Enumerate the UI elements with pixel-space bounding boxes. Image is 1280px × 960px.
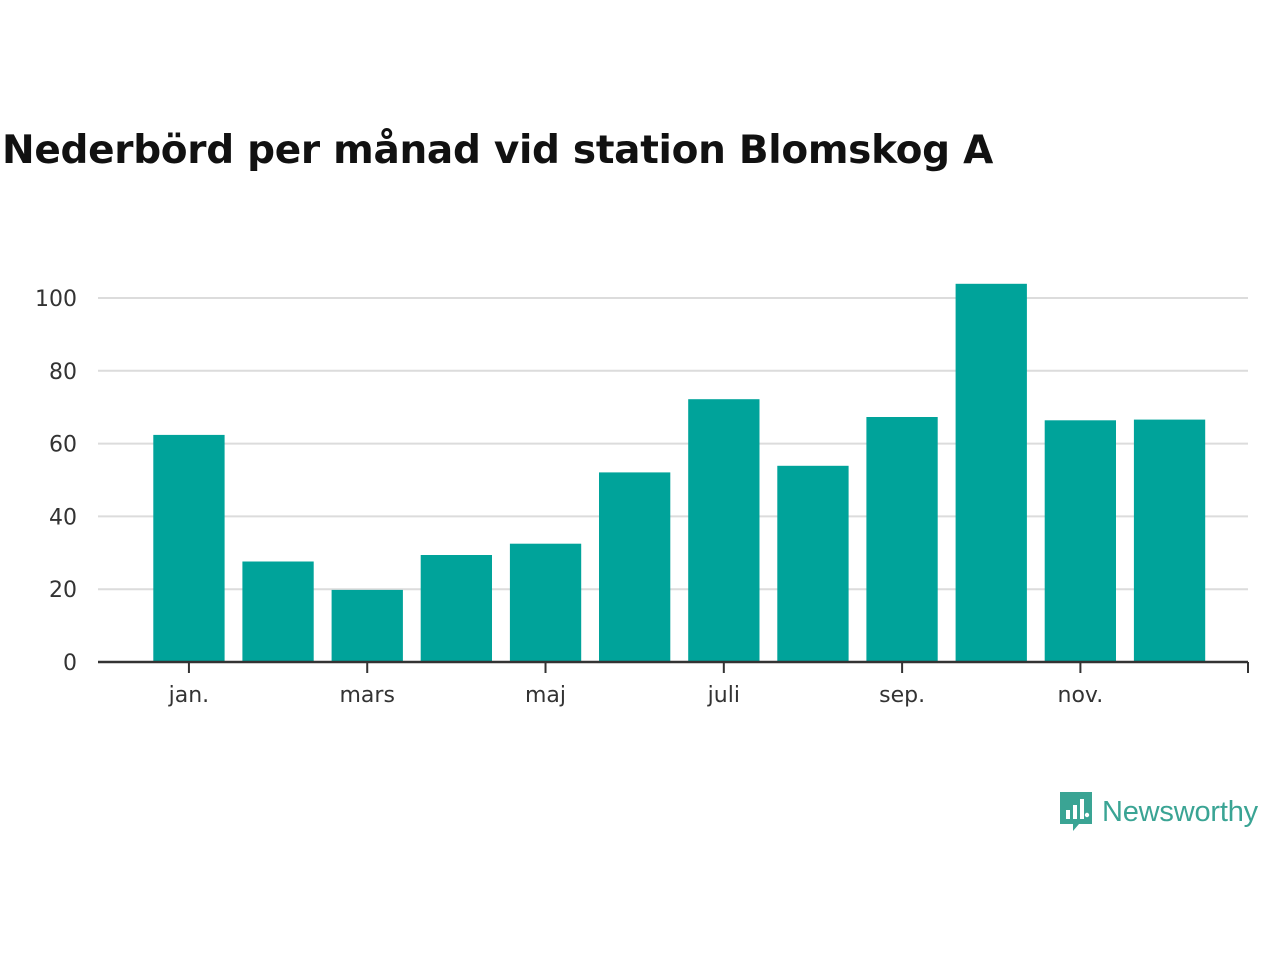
x-tick-label: nov.	[1058, 683, 1104, 708]
bar-okt	[955, 283, 1027, 662]
bar-juni	[599, 472, 671, 662]
bar-feb	[242, 561, 314, 662]
y-tick-label: 20	[49, 578, 77, 603]
bar-apr	[420, 555, 492, 662]
y-tick-label: 100	[35, 287, 77, 312]
newsworthy-logo-icon	[1060, 792, 1092, 831]
y-tick-label: 0	[63, 651, 77, 676]
bars	[153, 283, 1206, 662]
x-tick-label: sep.	[879, 683, 925, 708]
bar-dec	[1133, 419, 1206, 662]
y-tick-label: 40	[49, 505, 77, 530]
x-tick-labels: jan. mars maj juli sep. nov.	[168, 683, 1104, 708]
y-tick-label: 80	[49, 360, 77, 385]
x-tick-label: juli	[707, 683, 740, 708]
x-axis	[98, 660, 1249, 673]
bar-jan	[153, 434, 225, 662]
x-tick-label: mars	[339, 683, 394, 708]
x-tick-label: jan.	[168, 683, 210, 708]
bar-nov	[1044, 420, 1116, 662]
brand-name: Newsworthy	[1102, 795, 1258, 828]
y-tick-label: 60	[49, 433, 77, 458]
bar-juli	[688, 399, 760, 662]
bar-sep	[866, 417, 938, 662]
x-tick-label: maj	[525, 683, 566, 708]
bar-aug	[777, 465, 849, 662]
newsworthy-brand: Newsworthy	[1058, 790, 1258, 834]
y-tick-labels: 0 20 40 60 80 100	[35, 287, 77, 676]
bar-mars	[331, 589, 403, 662]
bar-maj	[509, 543, 582, 662]
chart-title: Nederbörd per månad vid station Blomskog…	[2, 128, 993, 173]
